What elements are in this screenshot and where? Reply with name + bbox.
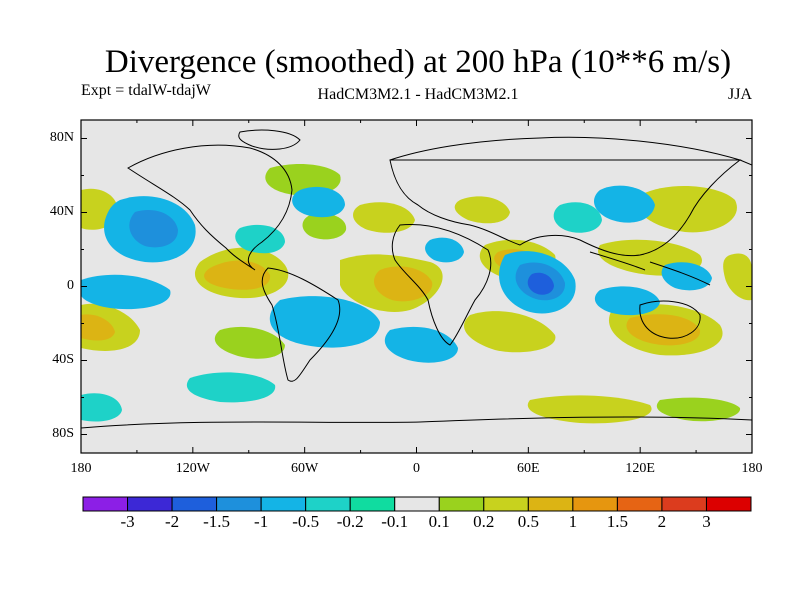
experiment-label: Expt = tdalW-tdajW: [81, 82, 211, 99]
y-tick-label: 40S: [52, 351, 74, 367]
colorbar-swatch: [82, 496, 129, 512]
x-tick-label: 120W: [175, 461, 210, 476]
colorbar-swatch: [127, 496, 173, 512]
colorbar-label: -3: [120, 512, 135, 531]
x-tick-label: 60E: [517, 461, 540, 476]
colorbar-swatch: [616, 496, 663, 512]
colorbar-swatch: [260, 496, 307, 512]
colorbar-label: -2: [164, 512, 180, 531]
colorbar-swatch: [661, 496, 707, 512]
x-tick-label: 120E: [625, 461, 655, 476]
colorbar-label: -0.5: [292, 512, 320, 531]
colorbar-label: -1.5: [203, 512, 231, 531]
colorbar-label: 0.1: [428, 512, 450, 531]
colorbar-label: 0.5: [517, 512, 539, 531]
colorbar-label: 1: [568, 512, 578, 531]
models-label: HadCM3M2.1 - HadCM3M2.1: [317, 86, 519, 103]
positive-regions: [81, 164, 752, 424]
colorbar-label: -0.1: [381, 512, 409, 531]
negative-regions: [81, 185, 712, 422]
colorbar-swatch: [527, 496, 574, 512]
colorbar-label: 2: [657, 512, 667, 531]
colorbar-swatch: [438, 496, 485, 512]
x-tick-label: 0: [413, 461, 420, 476]
y-tick-label: 40N: [49, 203, 74, 219]
y-tick-label: 0: [67, 277, 74, 293]
y-tick-label: 80S: [52, 425, 74, 441]
x-tick-label: 180: [70, 461, 92, 476]
colorbar-swatch: [394, 496, 440, 512]
colorbar: [82, 496, 752, 512]
colorbar-swatch: [349, 496, 396, 512]
map-title: Divergence (smoothed) at 200 hPa (10**6 …: [104, 44, 732, 80]
colorbar-swatch: [305, 496, 351, 512]
colorbar-swatch: [572, 496, 618, 512]
coastlines: [81, 129, 752, 429]
colorbar-swatch: [483, 496, 529, 512]
colorbar-label: -1: [254, 512, 269, 531]
colorbar-swatch: [216, 496, 262, 512]
colorbar-swatch: [705, 496, 752, 512]
x-tick-label: 60W: [291, 461, 319, 476]
divergence-field: [81, 129, 752, 429]
axis-ticks: [80, 120, 753, 453]
season-label: JJA: [728, 86, 753, 103]
x-tick-label: 180: [741, 461, 763, 476]
colorbar-label: 3: [702, 512, 711, 531]
y-tick-label: 80N: [49, 129, 74, 145]
colorbar-label: 1.5: [606, 512, 629, 531]
colorbar-label: 0.2: [473, 512, 495, 531]
colorbar-swatch: [171, 496, 218, 512]
colorbar-label: -0.2: [336, 512, 364, 531]
